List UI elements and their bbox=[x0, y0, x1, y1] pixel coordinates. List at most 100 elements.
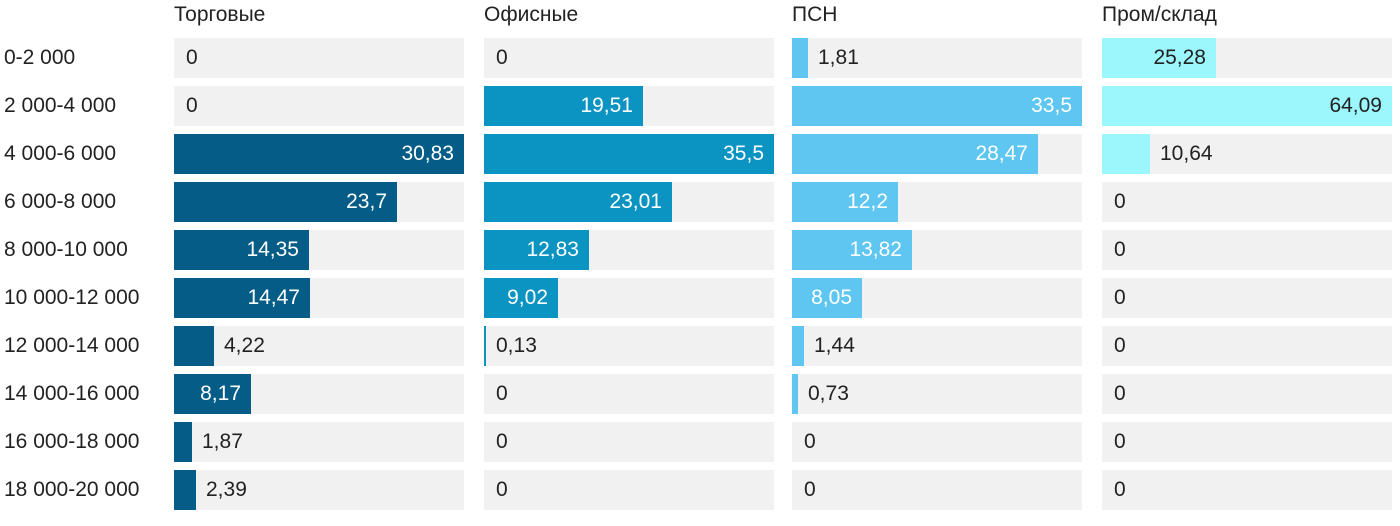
bar-track: 1,87 bbox=[174, 422, 464, 462]
bar-track: 0 bbox=[484, 422, 774, 462]
bar-track: 12,83 bbox=[484, 230, 774, 270]
data-label: 0 bbox=[186, 94, 198, 117]
bar-track: 0 bbox=[1102, 326, 1392, 366]
bar bbox=[792, 230, 912, 270]
bar-track: 0 bbox=[1102, 470, 1392, 510]
data-label: 23,01 bbox=[609, 190, 662, 213]
data-label: 0 bbox=[496, 46, 508, 69]
category-label: 8 000-10 000 bbox=[4, 238, 128, 261]
bar-track: 1,44 bbox=[792, 326, 1082, 366]
bar-track: 0 bbox=[1102, 278, 1392, 318]
data-label: 0 bbox=[1114, 430, 1126, 453]
bar bbox=[1102, 86, 1392, 126]
series-title: ПСН bbox=[792, 3, 838, 26]
data-label: 0 bbox=[496, 382, 508, 405]
bar bbox=[174, 422, 192, 462]
data-label: 14,35 bbox=[246, 238, 299, 261]
data-label: 0 bbox=[1114, 190, 1126, 213]
data-label: 0 bbox=[1114, 286, 1126, 309]
bar bbox=[792, 374, 798, 414]
bar-track: 14,47 bbox=[174, 278, 464, 318]
data-label: 1,44 bbox=[814, 334, 855, 357]
bar bbox=[484, 278, 558, 318]
bar-track: 0 bbox=[484, 374, 774, 414]
data-label: 4,22 bbox=[224, 334, 265, 357]
bar-track: 25,28 bbox=[1102, 38, 1392, 78]
bar bbox=[792, 326, 804, 366]
bar-track: 64,09 bbox=[1102, 86, 1392, 126]
category-label: 18 000-20 000 bbox=[4, 478, 140, 501]
bar-track: 0 bbox=[484, 470, 774, 510]
bar bbox=[484, 182, 672, 222]
bar-track: 0 bbox=[174, 86, 464, 126]
bar-track: 9,02 bbox=[484, 278, 774, 318]
data-label: 25,28 bbox=[1153, 46, 1206, 69]
bar-track: 10,64 bbox=[1102, 134, 1392, 174]
bar bbox=[484, 326, 486, 366]
data-label: 12,83 bbox=[526, 238, 579, 261]
bar-track: 0 bbox=[174, 38, 464, 78]
data-label: 28,47 bbox=[975, 142, 1028, 165]
category-label: 14 000-16 000 bbox=[4, 382, 140, 405]
data-label: 14,47 bbox=[247, 286, 300, 309]
data-label: 10,64 bbox=[1160, 142, 1213, 165]
bar-track: 0 bbox=[1102, 422, 1392, 462]
bar bbox=[1102, 134, 1150, 174]
data-label: 9,02 bbox=[507, 286, 548, 309]
data-label: 0 bbox=[186, 46, 198, 69]
data-label: 23,7 bbox=[346, 190, 387, 213]
data-label: 30,83 bbox=[401, 142, 454, 165]
data-label: 0,73 bbox=[808, 382, 849, 405]
bar-track: 2,39 bbox=[174, 470, 464, 510]
data-label: 0 bbox=[804, 430, 816, 453]
bar-track: 1,81 bbox=[792, 38, 1082, 78]
bar-track: 30,83 bbox=[174, 134, 464, 174]
bar-track: 14,35 bbox=[174, 230, 464, 270]
data-label: 13,82 bbox=[849, 238, 902, 261]
bar bbox=[174, 470, 196, 510]
bar bbox=[792, 38, 808, 78]
data-label: 33,5 bbox=[1031, 94, 1072, 117]
category-label: 2 000-4 000 bbox=[4, 94, 117, 117]
category-label: 10 000-12 000 bbox=[4, 286, 140, 309]
bar bbox=[174, 278, 310, 318]
bar bbox=[174, 374, 251, 414]
bar-track: 35,5 bbox=[484, 134, 774, 174]
bar bbox=[1102, 38, 1216, 78]
series-title: Офисные bbox=[484, 3, 579, 26]
data-label: 64,09 bbox=[1329, 94, 1382, 117]
bar bbox=[792, 134, 1038, 174]
bar bbox=[792, 86, 1082, 126]
bar-track: 23,7 bbox=[174, 182, 464, 222]
series-title: Пром/склад bbox=[1102, 3, 1217, 26]
bar-track: 13,82 bbox=[792, 230, 1082, 270]
bar bbox=[174, 230, 309, 270]
bar-track: 0 bbox=[484, 38, 774, 78]
bar-track: 8,17 bbox=[174, 374, 464, 414]
bar-track: 0,13 bbox=[484, 326, 774, 366]
bar-track: 28,47 bbox=[792, 134, 1082, 174]
bar-track: 4,22 bbox=[174, 326, 464, 366]
data-label: 12,2 bbox=[847, 190, 888, 213]
data-label: 35,5 bbox=[723, 142, 764, 165]
data-label: 1,81 bbox=[818, 46, 859, 69]
bar-track: 19,51 bbox=[484, 86, 774, 126]
data-label: 0 bbox=[496, 478, 508, 501]
bar bbox=[174, 182, 397, 222]
bar-track: 0,73 bbox=[792, 374, 1082, 414]
bar bbox=[792, 182, 898, 222]
bar-track: 0 bbox=[1102, 374, 1392, 414]
bar-track: 0 bbox=[1102, 182, 1392, 222]
bar bbox=[484, 134, 774, 174]
bar-track: 33,5 bbox=[792, 86, 1082, 126]
data-label: 0 bbox=[1114, 382, 1126, 405]
data-label: 19,51 bbox=[580, 94, 633, 117]
bar bbox=[174, 134, 464, 174]
data-label: 0 bbox=[1114, 238, 1126, 261]
bar-track: 0 bbox=[792, 470, 1082, 510]
bar bbox=[792, 278, 862, 318]
data-label: 0 bbox=[1114, 478, 1126, 501]
category-label: 0-2 000 bbox=[4, 46, 76, 69]
bar-track: 8,05 bbox=[792, 278, 1082, 318]
